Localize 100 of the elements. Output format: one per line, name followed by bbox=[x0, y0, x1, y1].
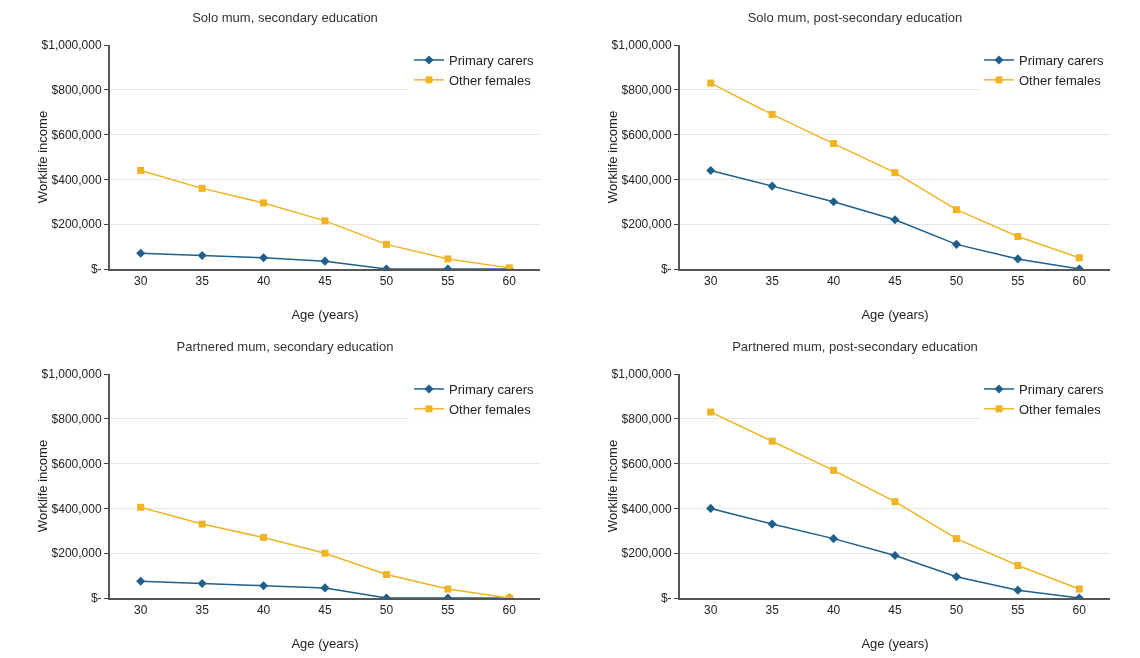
x-tick-label: 30 bbox=[134, 274, 148, 289]
x-tick-label: 50 bbox=[949, 603, 964, 618]
point bbox=[382, 570, 390, 578]
point bbox=[706, 503, 716, 513]
x-tick-label: 45 bbox=[318, 274, 332, 289]
y-axis-title: Worklife income bbox=[604, 439, 620, 533]
x-tick-label: 40 bbox=[256, 603, 271, 618]
y-tick-label: $- bbox=[660, 591, 672, 606]
point bbox=[706, 165, 716, 175]
x-tick-label: 55 bbox=[441, 274, 455, 289]
y-tick-label: $400,000 bbox=[621, 172, 672, 187]
y-axis-title: Worklife income bbox=[34, 110, 50, 204]
point bbox=[830, 140, 838, 148]
chart-title: Partnered mum, post-secondary education bbox=[732, 339, 978, 355]
point bbox=[198, 184, 206, 192]
point bbox=[707, 79, 715, 87]
point bbox=[768, 110, 776, 118]
x-tick-label: 60 bbox=[502, 274, 517, 289]
point bbox=[259, 253, 269, 263]
point bbox=[767, 181, 777, 191]
x-tick-label: 40 bbox=[256, 274, 271, 289]
x-axis-title: Age (years) bbox=[861, 307, 929, 322]
point bbox=[768, 437, 776, 445]
x-tick-label: 35 bbox=[195, 603, 210, 618]
x-tick-label: 55 bbox=[1011, 603, 1025, 618]
point bbox=[260, 534, 268, 542]
point bbox=[260, 199, 268, 207]
point bbox=[1013, 254, 1023, 264]
y-tick-label: $- bbox=[660, 262, 672, 277]
x-axis-title: Age (years) bbox=[861, 636, 929, 651]
point bbox=[829, 534, 839, 544]
y-tick-label: $1,000,000 bbox=[611, 367, 672, 382]
point bbox=[444, 255, 452, 263]
y-axis-title: Worklife income bbox=[34, 439, 50, 533]
point bbox=[1075, 254, 1083, 262]
point bbox=[320, 583, 330, 593]
point bbox=[197, 578, 207, 588]
y-tick-label: $- bbox=[90, 262, 102, 277]
x-tick-label: 45 bbox=[888, 274, 902, 289]
x-tick-label: 45 bbox=[318, 603, 332, 618]
point bbox=[198, 520, 206, 528]
y-tick-label: $600,000 bbox=[51, 456, 102, 471]
point bbox=[829, 197, 839, 207]
x-tick-label: 50 bbox=[379, 603, 394, 618]
point bbox=[137, 166, 145, 174]
y-tick-label: $800,000 bbox=[51, 83, 102, 97]
x-tick-label: 35 bbox=[195, 274, 210, 289]
point bbox=[952, 535, 960, 543]
legend-label: Primary carers bbox=[1019, 53, 1105, 69]
legend-label: Primary carers bbox=[449, 382, 535, 398]
x-tick-label: 30 bbox=[704, 603, 718, 618]
point bbox=[951, 572, 961, 582]
point bbox=[890, 550, 900, 560]
y-tick-label: $800,000 bbox=[51, 412, 102, 426]
x-tick-label: 60 bbox=[1072, 603, 1087, 618]
x-axis-title: Age (years) bbox=[291, 636, 359, 651]
point bbox=[830, 466, 838, 474]
y-tick-label: $200,000 bbox=[621, 217, 672, 232]
legend-label: Other females bbox=[1019, 401, 1102, 417]
point bbox=[136, 576, 146, 586]
x-tick-label: 45 bbox=[888, 603, 902, 618]
x-tick-label: 50 bbox=[949, 274, 964, 289]
y-tick-label: $1,000,000 bbox=[41, 367, 102, 382]
point bbox=[321, 549, 329, 557]
chart-title: Partnered mum, secondary education bbox=[176, 339, 394, 355]
x-tick-label: 55 bbox=[441, 603, 455, 618]
y-tick-label: $200,000 bbox=[621, 546, 672, 561]
legend-label: Primary carers bbox=[449, 53, 535, 69]
x-tick-label: 60 bbox=[502, 603, 517, 618]
y-tick-label: $600,000 bbox=[51, 127, 102, 142]
y-tick-label: $400,000 bbox=[51, 172, 102, 187]
x-tick-label: 30 bbox=[134, 603, 148, 618]
point bbox=[1014, 233, 1022, 241]
point bbox=[1014, 562, 1022, 570]
x-tick-label: 40 bbox=[826, 274, 841, 289]
point bbox=[136, 248, 146, 258]
y-tick-label: $1,000,000 bbox=[41, 38, 102, 53]
legend-label: Primary carers bbox=[1019, 382, 1105, 398]
point bbox=[890, 215, 900, 225]
point bbox=[137, 503, 145, 511]
y-tick-label: $800,000 bbox=[621, 83, 672, 97]
y-tick-label: $- bbox=[90, 591, 102, 606]
y-tick-label: $200,000 bbox=[51, 546, 102, 561]
y-tick-label: $400,000 bbox=[621, 501, 672, 516]
point bbox=[382, 240, 390, 248]
legend-label: Other females bbox=[1019, 72, 1102, 88]
point bbox=[1013, 585, 1023, 595]
x-tick-label: 30 bbox=[704, 274, 718, 289]
point bbox=[891, 498, 899, 506]
point bbox=[444, 585, 452, 593]
point bbox=[259, 581, 269, 591]
chart-title: Solo mum, post-secondary education bbox=[747, 10, 963, 26]
y-tick-label: $400,000 bbox=[51, 501, 102, 516]
y-tick-label: $600,000 bbox=[621, 456, 672, 471]
y-tick-label: $200,000 bbox=[51, 217, 102, 232]
point bbox=[891, 169, 899, 177]
point bbox=[951, 239, 961, 249]
y-tick-label: $600,000 bbox=[621, 127, 672, 142]
x-tick-label: 35 bbox=[765, 274, 780, 289]
x-tick-label: 50 bbox=[379, 274, 394, 289]
